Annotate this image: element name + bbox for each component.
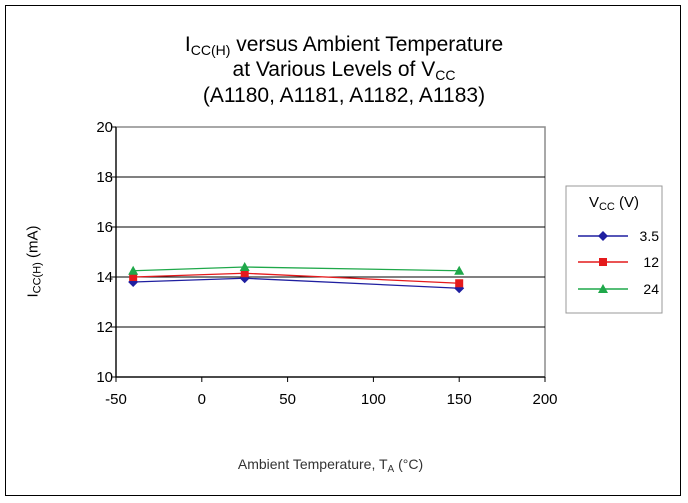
data-point-12 xyxy=(240,269,249,278)
legend-label-3.5: 3.5 xyxy=(640,228,660,244)
x-axis-label: Ambient Temperature, TA (°C) xyxy=(237,456,424,475)
legend-label-24: 24 xyxy=(643,281,659,297)
legend-marker-3.5 xyxy=(598,231,608,241)
x-tick-label: 50 xyxy=(279,391,296,408)
x-tick-label: 200 xyxy=(532,391,557,408)
legend-marker-12 xyxy=(599,258,607,266)
legend-box xyxy=(565,185,663,314)
y-tick-label: 10 xyxy=(96,369,113,386)
legend-label-12: 12 xyxy=(643,254,659,270)
chart-title-line-3: (A1180, A1181, A1182, A1183) xyxy=(202,84,486,107)
chart-title-line-1: ICC(H) versus Ambient Temperature xyxy=(184,33,504,58)
x-tick-label: -50 xyxy=(105,391,127,408)
y-tick-label: 12 xyxy=(96,319,113,336)
x-tick-label: 150 xyxy=(447,391,472,408)
chart-title-line-2: at Various Levels of VCC xyxy=(232,58,456,83)
legend-title: VCC (V) xyxy=(588,194,640,213)
x-tick-label: 100 xyxy=(361,391,386,408)
data-point-12 xyxy=(129,273,138,281)
data-point-24 xyxy=(128,265,139,275)
x-tick-label: 0 xyxy=(198,391,206,408)
legend-marker-24 xyxy=(598,284,608,293)
y-tick-label: 20 xyxy=(96,119,113,136)
plot-area xyxy=(115,126,546,378)
y-tick-label: 18 xyxy=(96,169,113,186)
data-point-12 xyxy=(455,279,464,288)
data-point-24 xyxy=(239,262,250,271)
data-point-24 xyxy=(454,265,465,275)
y-tick-label: 16 xyxy=(96,219,113,236)
y-tick-label: 14 xyxy=(96,269,113,286)
